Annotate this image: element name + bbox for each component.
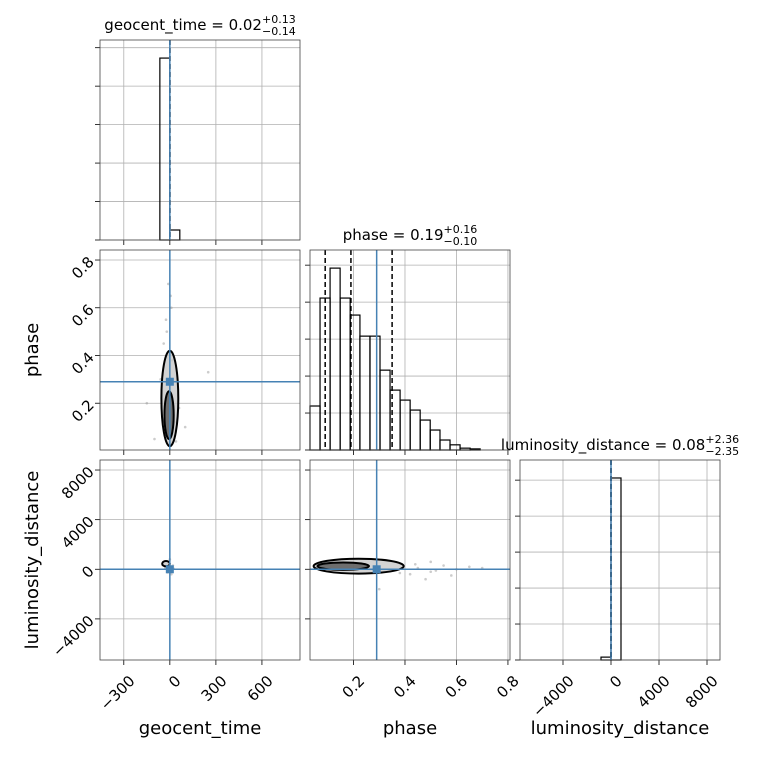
histogram-bar: [379, 369, 391, 451]
histogram-bar: [369, 335, 381, 451]
sample-point: [170, 306, 173, 310]
y-tick-label: −4000: [49, 612, 98, 661]
y-axis-label: phase: [22, 323, 43, 377]
sample-point: [164, 318, 168, 321]
y-tick-label: 0.2: [68, 396, 98, 426]
x-axis-label: geocent_time: [139, 718, 262, 739]
truth-marker: [165, 565, 174, 574]
sample-point: [429, 570, 433, 574]
x-tick-label: 0: [606, 672, 625, 691]
y-tick-label: 0.8: [68, 253, 98, 283]
x-tick-label: 0.6: [442, 672, 472, 702]
panel-frame: [99, 39, 301, 241]
x-axis-label: phase: [383, 718, 437, 739]
histogram-bar: [359, 335, 371, 451]
histogram-bar: [159, 57, 171, 241]
histogram-bar: [449, 444, 461, 451]
histogram-bar: [439, 439, 451, 451]
sample-point: [442, 564, 445, 567]
title-minus: −0.14: [262, 25, 296, 38]
y-tick-label: 0.4: [68, 348, 98, 378]
x-tick-label: 0: [165, 672, 184, 691]
y-tick-label: 8000: [58, 463, 98, 503]
title-main: luminosity_distance = 0.08: [501, 436, 705, 455]
x-tick-label: 300: [198, 672, 231, 705]
x-tick-label: 4000: [634, 672, 674, 712]
histogram-bar: [610, 477, 622, 661]
histogram-bar: [309, 405, 321, 451]
histogram-bar: [329, 267, 341, 451]
sample-point: [170, 572, 173, 576]
sample-point: [145, 401, 149, 405]
truth-marker: [372, 565, 381, 574]
x-tick-label: 600: [244, 672, 277, 705]
panel-frame: [99, 249, 301, 451]
title-plus: +2.36: [705, 433, 739, 446]
x-tick-label: −300: [97, 672, 139, 714]
panel-frame: [309, 249, 511, 451]
sample-point: [468, 565, 471, 569]
x-tick-label: 0.2: [339, 672, 369, 702]
sample-point: [206, 370, 210, 374]
x-tick-label: 0.4: [390, 672, 420, 702]
x-tick-label: 0.8: [493, 672, 523, 702]
x-tick-label: −4000: [529, 672, 578, 721]
y-tick-label: 0: [78, 562, 97, 581]
panel-frame: [519, 459, 721, 661]
y-tick-label: 0.6: [68, 301, 98, 331]
sample-point: [408, 572, 412, 576]
sample-point: [167, 282, 170, 286]
x-axis-label: luminosity_distance: [531, 718, 710, 739]
sample-point: [398, 571, 402, 575]
sample-point: [450, 574, 453, 577]
sample-point: [183, 425, 187, 429]
x-tick-label: 8000: [682, 672, 722, 712]
panel-title: phase = 0.19+0.16 −0.10: [343, 223, 478, 248]
sample-point: [174, 440, 178, 443]
histogram-bar: [419, 419, 431, 451]
histogram-bar: [409, 409, 421, 451]
title-plus: +0.16: [444, 223, 478, 236]
y-axis-label: luminosity_distance: [22, 471, 43, 650]
histogram-bar: [339, 297, 351, 451]
panel-frame: [309, 459, 511, 661]
sample-point: [413, 563, 417, 566]
title-main: geocent_time = 0.02: [104, 16, 262, 35]
histogram-bar: [169, 229, 181, 241]
sample-point: [424, 577, 427, 581]
sample-point: [165, 330, 169, 333]
sample-point: [153, 437, 156, 441]
truth-marker: [165, 377, 174, 386]
y-tick-label: 4000: [58, 513, 98, 553]
sample-point: [162, 342, 165, 345]
contour: [163, 390, 175, 441]
histogram-bar: [429, 429, 441, 451]
panel-title: geocent_time = 0.02+0.13 −0.14: [104, 13, 295, 38]
panel-title: luminosity_distance = 0.08+2.36 −2.35: [501, 433, 739, 458]
panel-frame: [99, 459, 301, 661]
title-main: phase = 0.19: [343, 226, 444, 244]
sample-point: [377, 587, 381, 591]
title-minus: −0.10: [444, 235, 478, 248]
sample-point: [429, 560, 433, 564]
title-minus: −2.35: [705, 445, 739, 458]
title-plus: +0.13: [262, 13, 296, 26]
histogram-bar: [600, 656, 612, 661]
